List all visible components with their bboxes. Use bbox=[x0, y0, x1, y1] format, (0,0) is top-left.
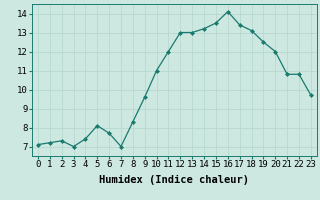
X-axis label: Humidex (Indice chaleur): Humidex (Indice chaleur) bbox=[100, 175, 249, 185]
